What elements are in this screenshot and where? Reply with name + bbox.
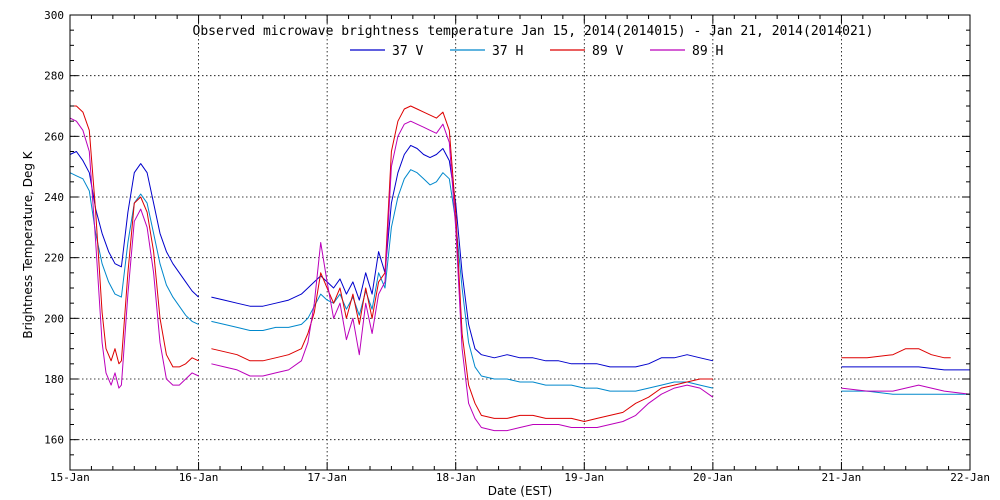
legend-label: 37 H [492, 44, 523, 59]
chart-title: Observed microwave brightness temperatur… [193, 24, 874, 39]
series-89-h [69, 117, 971, 432]
legend-label: 89 V [592, 44, 623, 59]
legend: 37 V 37 H 89 V 89 H [350, 44, 723, 59]
legend-label: 89 H [692, 44, 723, 59]
series-line-segment [841, 366, 970, 371]
x-tick-label: 16-Jan [179, 471, 219, 484]
x-tick-label: 18-Jan [436, 471, 476, 484]
x-tick-label: 19-Jan [564, 471, 604, 484]
legend-item: 37 H [450, 44, 523, 59]
legend-item: 37 V [350, 44, 423, 59]
legend-label: 37 V [392, 44, 423, 59]
series-line-segment [70, 105, 199, 368]
y-tick-label: 300 [44, 9, 64, 22]
series-line-segment [211, 144, 714, 368]
y-tick-label: 240 [44, 191, 64, 204]
series-89-v [70, 105, 951, 422]
tick-labels: 160 180 200 220 240 260 280 300 15-Jan 16-Jan 17-J… [44, 9, 990, 484]
x-tick-label: 22-Jan [950, 471, 990, 484]
x-tick-label: 20-Jan [693, 471, 733, 484]
y-tick-label: 280 [44, 70, 64, 83]
series-line-segment [211, 120, 714, 432]
series-line-segment [69, 117, 199, 389]
legend-item: 89 H [650, 44, 723, 59]
legend-item: 89 V [550, 44, 623, 59]
y-tick-label: 220 [44, 252, 64, 265]
x-tick-label: 17-Jan [307, 471, 347, 484]
y-tick-label: 260 [44, 130, 64, 143]
y-tick-label: 180 [44, 373, 64, 386]
x-axis-title: Date (EST) [488, 484, 552, 498]
y-tick-label: 160 [44, 434, 64, 447]
axis-ticks [69, 14, 971, 471]
y-tick-label: 200 [44, 312, 64, 325]
x-tick-label: 15-Jan [50, 471, 90, 484]
series-line-segment [841, 384, 971, 395]
y-axis-title: Brightness Temperature, Deg K [21, 150, 35, 338]
series-line-segment [211, 105, 713, 422]
series-lines [69, 105, 971, 432]
series-line-segment [841, 348, 951, 359]
x-tick-label: 21-Jan [822, 471, 862, 484]
